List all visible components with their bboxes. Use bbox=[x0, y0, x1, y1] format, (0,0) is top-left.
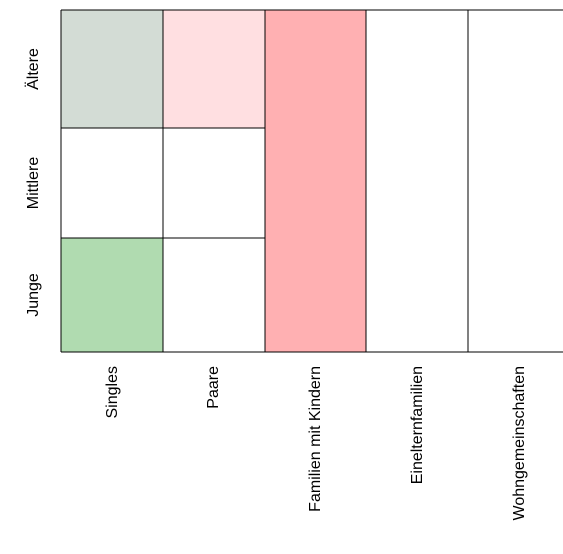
cell-singles-aeltere bbox=[61, 10, 163, 128]
row-label-aeltere: Ältere bbox=[24, 48, 42, 90]
row-label-junge: Junge bbox=[25, 273, 42, 317]
cell-familien-mit-kindern-aeltere-to-junge bbox=[265, 10, 366, 352]
cell-singles-junge bbox=[61, 238, 163, 352]
column-label-paare: Paare bbox=[205, 366, 222, 409]
column-label-familien-mit-kindern: Familien mit Kindern bbox=[307, 366, 324, 512]
cell-paare-aeltere bbox=[163, 10, 265, 128]
row-label-mittlere: Mittlere bbox=[25, 157, 42, 210]
column-label-einelternfamilien: Einelternfamilien bbox=[409, 366, 426, 484]
column-label-singles: Singles bbox=[104, 366, 121, 418]
column-label-wohngemeinschaften: Wohngemeinschaften bbox=[511, 366, 528, 520]
